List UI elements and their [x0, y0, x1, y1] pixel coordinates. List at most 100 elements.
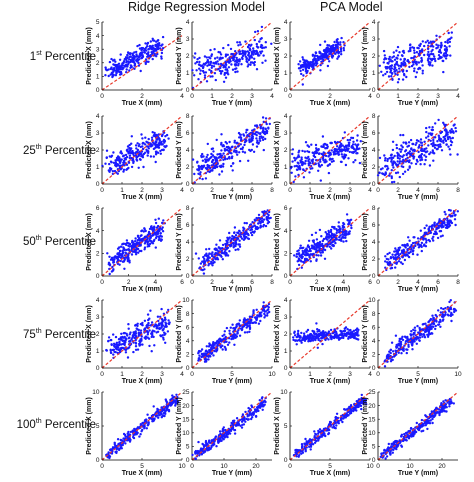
data-point: [323, 161, 326, 164]
data-point: [311, 329, 314, 333]
data-point: [344, 163, 348, 167]
data-point: [444, 57, 448, 60]
row-label-num: 75: [23, 328, 36, 341]
data-point: [315, 245, 319, 249]
data-point: [419, 163, 422, 166]
data-point: [437, 145, 441, 149]
data-point: [140, 53, 143, 57]
data-point: [138, 342, 141, 346]
data-point: [413, 69, 416, 73]
data-point: [258, 217, 261, 220]
data-point: [149, 309, 152, 312]
data-point: [393, 68, 396, 71]
data-point: [134, 237, 137, 240]
data-point: [336, 150, 339, 153]
y-tick-label: 1: [284, 164, 288, 171]
data-point: [158, 139, 161, 142]
data-point: [210, 66, 213, 70]
data-point: [410, 330, 413, 333]
data-point: [301, 249, 304, 253]
data-point: [294, 339, 297, 342]
data-point: [213, 349, 216, 353]
data-point: [139, 243, 142, 246]
x-tick-label: 2: [127, 279, 131, 286]
y-tick-label: 3: [284, 130, 288, 137]
data-point: [299, 335, 302, 338]
data-point: [321, 56, 324, 60]
identity-line: [289, 207, 371, 277]
data-point: [450, 128, 453, 131]
data-point: [386, 159, 389, 163]
data-point: [146, 41, 150, 45]
data-point: [220, 156, 223, 159]
data-point: [300, 341, 303, 344]
data-point: [335, 231, 338, 235]
data-point: [329, 328, 333, 332]
data-point: [317, 254, 320, 257]
data-point: [403, 335, 407, 338]
data-point: [131, 250, 135, 253]
data-point: [211, 351, 214, 355]
data-point: [143, 228, 146, 231]
data-point: [264, 314, 267, 317]
identity-line: [377, 299, 459, 369]
data-point: [436, 236, 440, 240]
y-tick-label: 4: [284, 297, 288, 304]
data-point: [355, 139, 359, 142]
data-point: [421, 40, 424, 43]
data-point: [114, 60, 117, 63]
data-point: [427, 144, 430, 147]
y-axis-label: Predicted X (mm): [86, 213, 93, 271]
data-point: [253, 38, 256, 42]
y-tick-label: 0: [284, 87, 288, 94]
data-point: [224, 61, 228, 64]
data-point: [335, 228, 338, 231]
data-point: [265, 129, 269, 133]
data-point: [394, 334, 398, 337]
y-tick-label: 0: [372, 273, 376, 280]
data-point: [300, 158, 303, 161]
x-tick-label: 2: [230, 93, 234, 100]
data-point: [148, 238, 151, 241]
data-point: [119, 53, 122, 56]
data-point: [383, 154, 386, 157]
data-point: [208, 164, 211, 168]
data-point: [388, 174, 391, 177]
data-point: [301, 149, 304, 153]
data-point: [245, 235, 248, 239]
data-point: [217, 62, 220, 66]
data-point: [108, 162, 111, 166]
data-point: [352, 329, 356, 332]
data-point: [125, 252, 128, 255]
data-point: [305, 157, 309, 160]
data-point: [346, 218, 349, 222]
data-point: [165, 399, 168, 403]
y-tick-label: 4: [284, 19, 288, 26]
data-point: [156, 224, 160, 228]
data-point: [428, 319, 432, 322]
data-point: [250, 56, 254, 59]
data-point: [415, 342, 418, 345]
data-point: [255, 145, 259, 148]
data-point: [309, 336, 312, 340]
data-point: [110, 343, 113, 347]
data-point: [296, 250, 299, 253]
data-point: [119, 70, 123, 74]
data-point: [157, 143, 160, 146]
data-point: [202, 255, 205, 259]
data-point: [304, 141, 308, 144]
data-point: [391, 140, 395, 143]
data-point: [223, 252, 226, 255]
data-point: [444, 223, 447, 227]
y-tick-label: 8: [372, 205, 376, 212]
y-tick-label: 4: [186, 19, 190, 26]
data-point: [426, 59, 430, 62]
y-tick-label: 0: [284, 181, 288, 188]
data-point: [161, 43, 164, 46]
y-tick-label: 4: [96, 228, 100, 235]
data-point: [253, 57, 256, 60]
x-tick-label: 2: [396, 187, 400, 194]
data-point: [220, 143, 223, 146]
data-point: [261, 116, 265, 119]
